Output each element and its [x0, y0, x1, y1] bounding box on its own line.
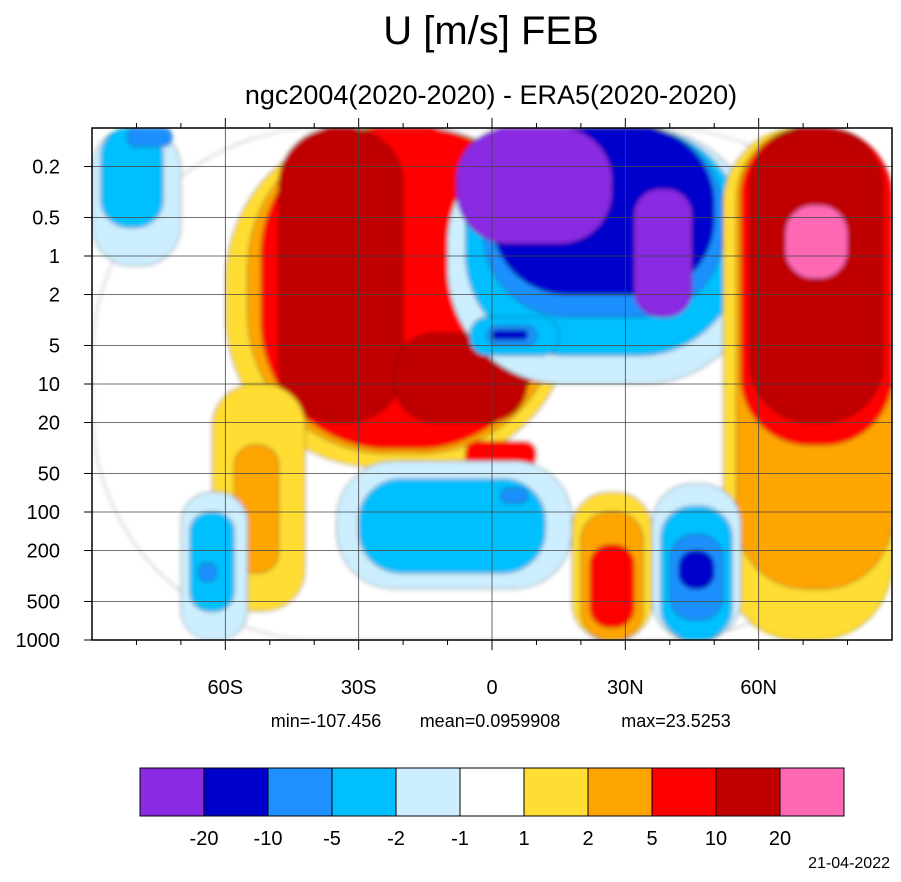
contour-region: [100, 128, 164, 228]
colorbar-label: -20: [190, 828, 219, 850]
y-tick-label: 100: [27, 502, 60, 524]
x-tick-label: 0: [486, 677, 497, 699]
contour-region: [127, 128, 173, 148]
contour-region: [678, 550, 715, 590]
contour-region: [785, 204, 848, 279]
colorbar-swatch: [203, 767, 269, 817]
colorbar: -20 -10 -5 -2 -1 1 2 5 10 20: [139, 767, 845, 850]
x-tick-label: 60N: [740, 677, 777, 699]
y-tick-label: 500: [27, 591, 60, 613]
colorbar-label: -2: [387, 828, 405, 850]
x-tick-label: 30N: [607, 677, 644, 699]
axes: 60S 30S 0 30N 60N 0.2 0.5 1 2 5 10 20 50 100 200 500 100…: [16, 118, 849, 699]
contour-region: [491, 329, 528, 340]
y-tick-label: 5: [49, 335, 60, 357]
colorbar-label: 20: [769, 828, 791, 850]
y-tick-label: 1: [49, 246, 60, 268]
contour-region: [189, 511, 235, 612]
chart-subtitle: ngc2004(2020-2020) - ERA5(2020-2020): [245, 80, 737, 110]
colorbar-label: -10: [254, 828, 283, 850]
chart-title: U [m/s] FEB: [383, 9, 599, 53]
y-tick-label: 50: [38, 463, 60, 485]
colorbar-swatch: [779, 767, 845, 817]
colorbar-swatch: [715, 767, 781, 817]
contour-region: [500, 487, 528, 504]
colorbar-label: 2: [582, 828, 593, 850]
colorbar-label: 10: [705, 828, 727, 850]
colorbar-swatch: [395, 767, 461, 817]
contour-region: [198, 562, 217, 582]
x-tick-label: 30S: [341, 677, 377, 699]
stat-min: min=-107.456: [271, 711, 382, 731]
y-tick-label: 10: [38, 374, 60, 396]
colorbar-label: 1: [518, 828, 529, 850]
colorbar-label: -5: [323, 828, 341, 850]
contour-region: [589, 544, 635, 628]
stat-mean: mean=0.0959908: [420, 711, 561, 731]
date-stamp: 21-04-2022: [808, 855, 890, 872]
contour-region: [633, 188, 693, 318]
y-tick-label: 0.5: [32, 207, 60, 229]
colorbar-swatch: [587, 767, 653, 817]
colorbar-label: 5: [646, 828, 657, 850]
colorbar-swatch: [331, 767, 397, 817]
colorbar-swatch: [459, 767, 525, 817]
y-tick-label: 0.2: [32, 157, 60, 179]
contour-region: [456, 128, 613, 244]
colorbar-swatch: [267, 767, 333, 817]
y-tick-label: 2: [49, 285, 60, 307]
colorbar-label: -1: [451, 828, 469, 850]
stat-max: max=23.5253: [621, 711, 731, 731]
y-tick-label: 200: [27, 541, 60, 563]
y-tick-label: 20: [38, 413, 60, 435]
colorbar-swatch: [139, 767, 205, 817]
x-tick-label: 60S: [208, 677, 244, 699]
contour-region: [278, 128, 404, 423]
colorbar-swatch: [651, 767, 717, 817]
colorbar-swatch: [523, 767, 589, 817]
y-tick-label: 1000: [16, 630, 61, 652]
